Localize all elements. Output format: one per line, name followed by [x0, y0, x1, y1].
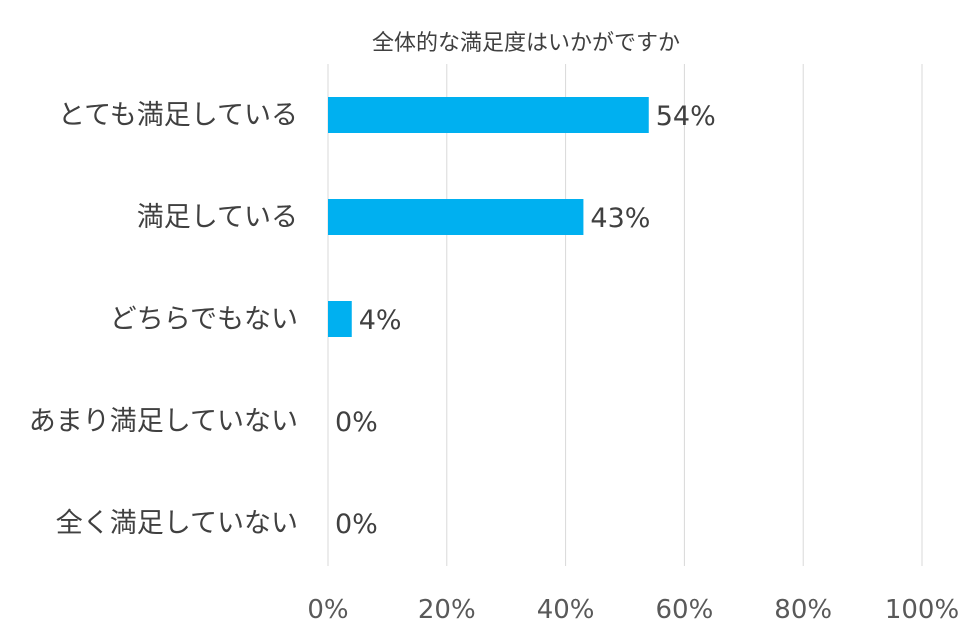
x-tick-label: 100%: [885, 595, 959, 625]
bar: [328, 199, 584, 235]
category-label: 満足している: [137, 202, 298, 233]
x-tick-label: 20%: [418, 595, 476, 625]
category-label: とても満足している: [58, 100, 298, 131]
bar: [328, 97, 649, 133]
category-label: 全く満足していない: [56, 508, 298, 539]
x-tick-label: 0%: [307, 595, 348, 625]
chart-title: 全体的な満足度はいかがですか: [372, 31, 680, 56]
x-tick-label: 60%: [656, 595, 714, 625]
data-label: 54%: [656, 101, 716, 132]
x-tick-label: 80%: [774, 595, 832, 625]
data-label: 43%: [590, 203, 650, 234]
x-tick-label: 40%: [537, 595, 595, 625]
category-labels: とても満足している満足しているどちらでもないあまり満足していない全く満足していな…: [29, 100, 298, 539]
bar: [328, 301, 352, 337]
category-label: どちらでもない: [110, 304, 298, 335]
data-label: 0%: [335, 509, 378, 540]
x-axis-tick-labels: 0% 20% 40% 60% 80% 100%: [307, 595, 959, 625]
data-label: 0%: [335, 407, 378, 438]
data-label: 4%: [359, 305, 402, 336]
data-labels: 54% 43% 4% 0% 0%: [335, 101, 716, 540]
category-label: あまり満足していない: [29, 406, 298, 437]
gridlines: [327, 64, 923, 566]
bars: [328, 97, 649, 337]
